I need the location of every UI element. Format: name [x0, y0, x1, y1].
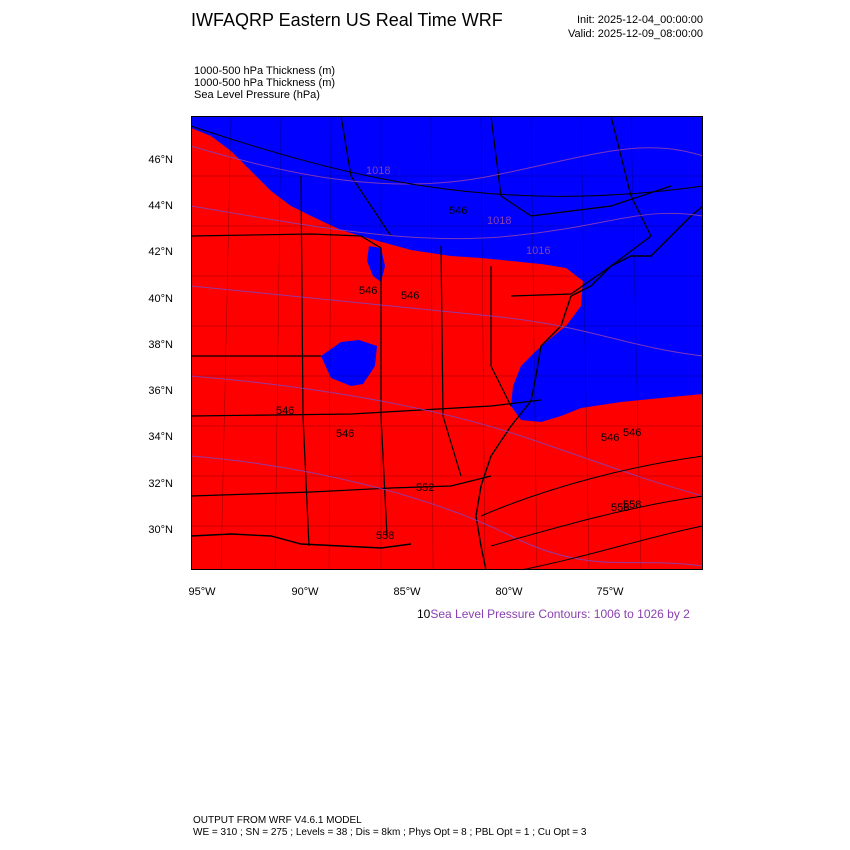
lat-label: 42°N	[148, 246, 173, 258]
field-label-3: Sea Level Pressure (hPa)	[194, 89, 320, 101]
thickness-label: 558	[376, 530, 394, 542]
gulf-region	[191, 546, 401, 570]
pressure-labels: 1018 1018 1016	[366, 165, 550, 257]
lat-label: 44°N	[148, 200, 173, 212]
thickness-label: 546	[449, 205, 467, 217]
cold-pocket	[321, 340, 377, 386]
pressure-label: 1018	[487, 215, 511, 227]
lat-label: 40°N	[148, 293, 173, 305]
lat-label: 36°N	[148, 385, 173, 397]
lon-label: 80°W	[495, 586, 523, 598]
lat-label: 46°N	[148, 154, 173, 166]
county-lines	[191, 116, 703, 570]
lat-label: 38°N	[148, 339, 173, 351]
footer-line-1: OUTPUT FROM WRF V4.6.1 MODEL	[193, 815, 362, 826]
pressure-contours	[191, 145, 703, 567]
thickness-contours	[191, 125, 703, 570]
field-label-2: 1000-500 hPa Thickness (m)	[194, 77, 336, 89]
footer: OUTPUT FROM WRF V4.6.1 MODEL WE = 310 ; …	[193, 815, 586, 839]
footer-line-2: WE = 310 ; SN = 275 ; Levels = 38 ; Dis …	[193, 827, 587, 838]
pressure-label: 1018	[366, 165, 390, 177]
map-frame	[191, 116, 703, 570]
lon-label: 90°W	[291, 586, 319, 598]
state-boundaries	[191, 116, 672, 547]
lon-label: 85°W	[393, 586, 421, 598]
lon-label: 95°W	[188, 586, 216, 598]
thickness-label: 546	[401, 290, 419, 302]
init-valid-times: Init: 2025-12-04_00:00:00 Valid: 2025-12…	[568, 13, 703, 41]
contour-note-text: Sea Level Pressure Contours: 1006 to 102…	[430, 607, 690, 621]
map-title: IWFAQRP Eastern US Real Time WRF	[191, 10, 503, 30]
thickness-label: 546	[601, 432, 619, 444]
weather-map: 546 546 546 546 546 546 558 558 558 552 …	[191, 116, 703, 570]
thickness-label: 546	[623, 427, 641, 439]
contour-note: 10Sea Level Pressure Contours: 1006 to 1…	[417, 607, 690, 621]
pressure-label: 1016	[526, 245, 550, 257]
lat-label: 30°N	[148, 524, 173, 536]
thickness-label: 552	[416, 482, 434, 494]
lat-label: 34°N	[148, 431, 173, 443]
init-time: Init: 2025-12-04_00:00:00	[577, 14, 703, 26]
field-label-1: 1000-500 hPa Thickness (m)	[194, 65, 336, 77]
cold-region	[191, 116, 703, 422]
thickness-label: 546	[359, 285, 377, 297]
thickness-label: 546	[276, 405, 294, 417]
lat-label: 32°N	[148, 478, 173, 490]
coastline	[191, 205, 703, 570]
thickness-label: 546	[336, 428, 354, 440]
contour-labels: 546 546 546 546 546 546 558 558 558 552 …	[276, 205, 641, 542]
contour-note-prefix: 10	[417, 607, 431, 621]
thickness-label: 558	[611, 502, 629, 514]
valid-time: Valid: 2025-12-09_08:00:00	[568, 28, 703, 40]
lon-label: 75°W	[596, 586, 624, 598]
thickness-label: 558	[623, 499, 641, 511]
